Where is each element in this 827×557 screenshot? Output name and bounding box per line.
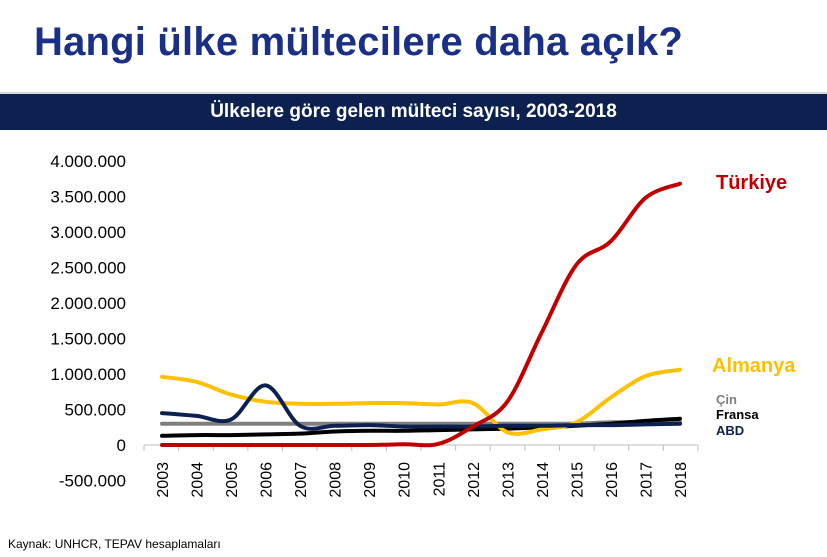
x-tick-label: 2010 <box>397 462 414 498</box>
x-tick-label: 2017 <box>638 462 655 498</box>
chart-title: Ülkelere göre gelen mülteci sayısı, 2003… <box>210 101 617 122</box>
x-tick-label: 2006 <box>259 462 276 498</box>
x-tick-label: 2016 <box>604 462 621 498</box>
y-tick-label: 3.500.000 <box>50 188 126 207</box>
x-tick-label: 2012 <box>466 462 483 498</box>
y-tick-label: 1.500.000 <box>50 330 126 349</box>
series-label-fransa: Fransa <box>716 407 759 422</box>
series-lines <box>160 181 682 448</box>
x-tick-label: 2003 <box>155 462 172 498</box>
y-tick-label: -500.000 <box>59 472 126 491</box>
x-tick-label: 2018 <box>673 462 690 498</box>
page-title: Hangi ülke mültecilere daha açık? <box>34 20 684 64</box>
series-label-abd: ABD <box>716 423 744 438</box>
x-tick-label: 2008 <box>328 462 345 498</box>
x-tick-label: 2007 <box>293 462 310 498</box>
chart-title-band: Ülkelere göre gelen mülteci sayısı, 2003… <box>0 92 827 130</box>
series-label-turkiye: Türkiye <box>716 172 787 194</box>
line-chart: 4.000.000 3.500.000 3.000.000 2.500.000 2.00… <box>50 152 796 498</box>
y-tick-label: 500.000 <box>65 401 126 420</box>
x-tick-label: 2011 <box>431 462 448 497</box>
x-tick-label: 2005 <box>224 462 241 498</box>
source-note: Kaynak: UNHCR, TEPAV hesaplamaları <box>8 537 221 551</box>
x-tick-label: 2015 <box>569 462 586 498</box>
y-tick-label: 4.000.000 <box>50 152 126 171</box>
series-line-turkiye <box>160 181 682 448</box>
x-tick-label: 2009 <box>362 462 379 498</box>
y-tick-label: 3.000.000 <box>50 223 126 242</box>
x-tick-label: 2013 <box>500 462 517 498</box>
series-label-cin: Çin <box>716 392 737 407</box>
y-tick-label: 2.000.000 <box>50 294 126 313</box>
x-axis: 2003 2004 2005 2006 2007 2008 2009 2010 2011 2012… <box>143 444 699 498</box>
y-tick-label: 0 <box>117 436 126 455</box>
y-tick-label: 2.500.000 <box>50 259 126 278</box>
x-tick-label: 2014 <box>535 462 552 498</box>
x-tick-label: 2004 <box>190 462 207 498</box>
y-axis-ticks: 4.000.000 3.500.000 3.000.000 2.500.000 2.00… <box>50 152 126 491</box>
y-tick-label: 1.000.000 <box>50 365 126 384</box>
series-line-abd <box>160 383 682 431</box>
series-label-almanya: Almanya <box>712 355 796 377</box>
